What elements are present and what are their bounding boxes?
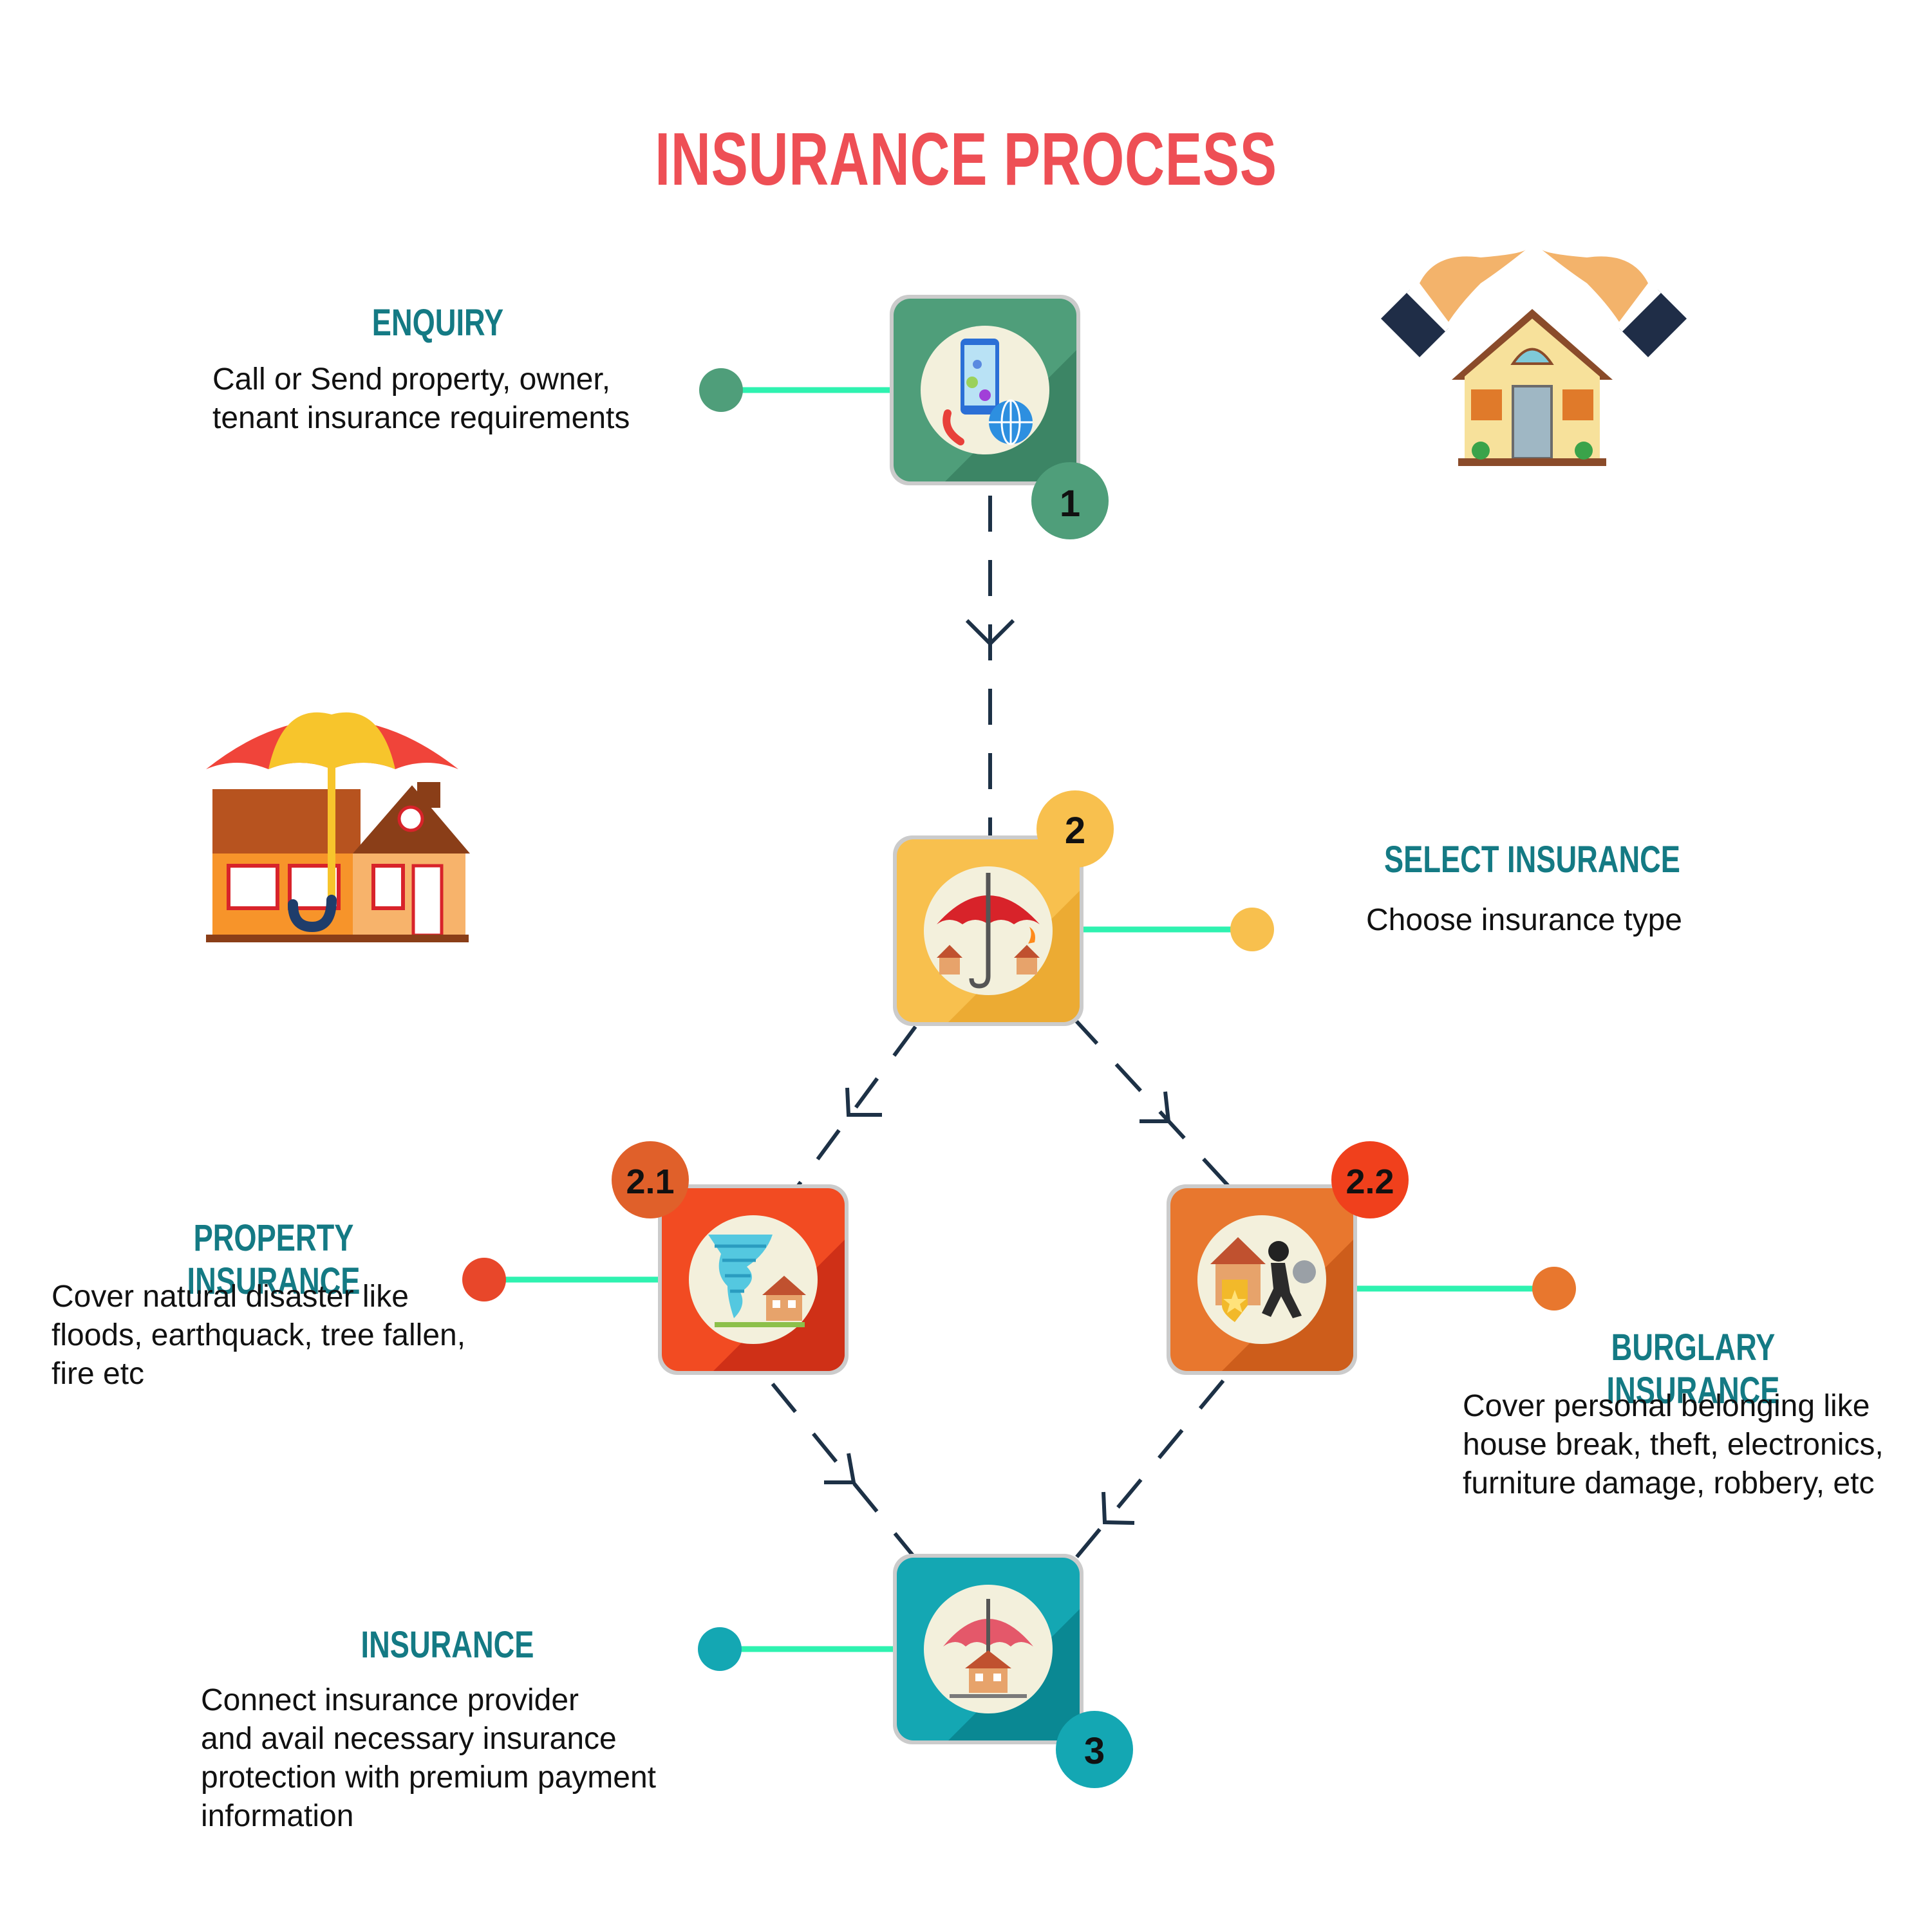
connector-dot-property (462, 1258, 506, 1301)
badge-3: 3 (1056, 1711, 1133, 1788)
badge-1: 1 (1031, 462, 1109, 539)
connector-select (1075, 908, 1274, 951)
body-select-line: Choose insurance type (1366, 903, 1682, 937)
connector-dot-select (1230, 908, 1274, 951)
arrowhead-21-3 (824, 1453, 856, 1484)
heading-burglary-insurance: BURGLARY INSURANCE (1606, 1327, 1780, 1412)
badge-2-label: 2 (1065, 810, 1085, 852)
arrowhead-2-22 (1140, 1091, 1171, 1123)
badge-2-2-label: 2.2 (1346, 1162, 1394, 1201)
connector-burglary (1352, 1267, 1576, 1311)
badge-2-1: 2.1 (612, 1141, 689, 1218)
umbrella-over-house-illustration (206, 712, 470, 942)
step-tile-burglary (1167, 1184, 1357, 1375)
page-title: INSURANCE PROCESS (655, 117, 1277, 201)
arrowhead-2-21 (845, 1087, 882, 1117)
body-select-insurance: Choose insurance type (1366, 901, 1682, 940)
body-burglary-insurance: Cover personal belonging like house brea… (1463, 1387, 1884, 1503)
tornado-house-icon (708, 1235, 806, 1327)
flow-line-22-3 (1064, 1379, 1225, 1572)
body-insurance-line: information (201, 1799, 354, 1833)
step-tile-insurance (893, 1554, 1083, 1744)
flow-line-2-21 (787, 1025, 917, 1200)
body-insurance-line: and avail necessary insurance (201, 1722, 617, 1756)
connector-enquiry (699, 368, 895, 412)
heading-insurance: INSURANCE (361, 1624, 534, 1666)
connector-insurance (698, 1627, 895, 1671)
flow-lines (771, 496, 1235, 1572)
umbrella-house-icon (943, 1599, 1033, 1698)
badge-2-1-label: 2.1 (626, 1162, 674, 1201)
body-property-line: fire etc (52, 1357, 145, 1391)
hands-protecting-house-illustration (1381, 250, 1687, 466)
body-enquiry-line: tenant insurance requirements (212, 401, 630, 435)
body-burglary-line: Cover personal belonging like (1463, 1389, 1870, 1423)
step-tile-enquiry (890, 295, 1080, 485)
heading-property-insurance: PROPERTY INSURANCE (187, 1217, 361, 1302)
umbrella-houses-icon (937, 873, 1040, 989)
badge-1-label: 1 (1060, 483, 1080, 525)
badge-3-label: 3 (1084, 1730, 1105, 1772)
heading-select-insurance: SELECT INSURANCE (1384, 839, 1680, 881)
heading-enquiry: ENQUIRY (371, 302, 504, 344)
phone-globe-icon (943, 339, 1033, 445)
body-property-line: Cover natural disaster like (52, 1280, 409, 1314)
arrowhead-22-3 (1102, 1491, 1135, 1525)
body-burglary-line: house break, theft, electronics, (1463, 1428, 1884, 1462)
connector-dot-enquiry (699, 368, 743, 412)
body-enquiry: Call or Send property, owner, tenant ins… (212, 360, 630, 438)
connector-dot-burglary (1532, 1267, 1576, 1311)
step-tile-select (893, 835, 1083, 1026)
connector-dot-insurance (698, 1627, 742, 1671)
body-insurance-line: protection with premium payment (201, 1760, 656, 1795)
body-insurance: Connect insurance provider and avail nec… (201, 1681, 656, 1836)
badge-2-2: 2.2 (1331, 1141, 1409, 1218)
flow-line-21-3 (771, 1383, 919, 1562)
arrowhead-1-2 (965, 619, 1015, 647)
body-insurance-line: Connect insurance provider (201, 1683, 579, 1717)
step-tile-property (658, 1184, 849, 1375)
flow-arrowheads (824, 619, 1171, 1525)
body-property-insurance: Cover natural disaster like floods, eart… (52, 1278, 465, 1394)
badge-2: 2 (1036, 790, 1114, 868)
connector-property (462, 1258, 660, 1301)
body-burglary-line: furniture damage, robbery, etc (1463, 1466, 1875, 1500)
burglar-shield-icon (1210, 1237, 1316, 1322)
flow-line-2-22 (1071, 1015, 1235, 1193)
body-property-line: floods, earthquack, tree fallen, (52, 1318, 466, 1352)
body-enquiry-line: Call or Send property, owner, (212, 362, 611, 396)
